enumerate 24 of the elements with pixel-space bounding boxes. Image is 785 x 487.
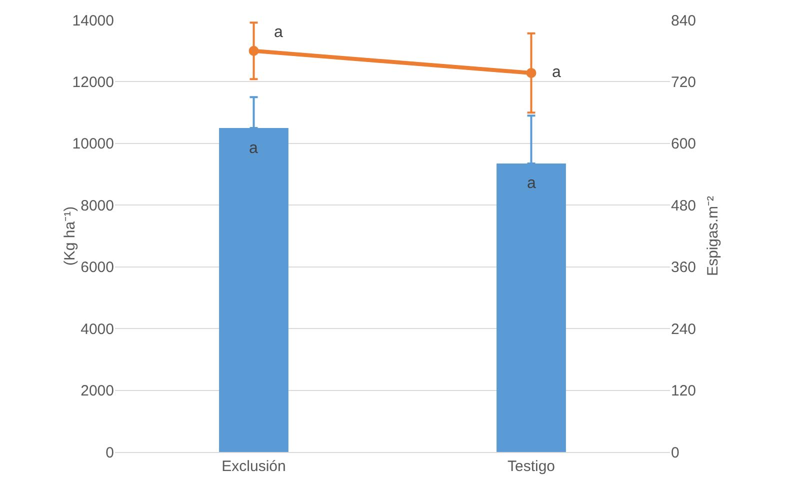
annotation: a bbox=[527, 175, 536, 192]
y-tick-label: 4000 bbox=[80, 320, 114, 338]
y-tick-label: 12000 bbox=[72, 74, 114, 91]
y2-axis-title: Espigas.m⁻² bbox=[704, 196, 722, 276]
y2-tick-label: 360 bbox=[671, 259, 696, 276]
y2-tick-label: 720 bbox=[671, 74, 696, 91]
x-tick-label: Testigo bbox=[507, 458, 556, 475]
y-tick-label: 0 bbox=[106, 444, 114, 462]
y-tick-label: 6000 bbox=[80, 259, 114, 276]
y2-tick-label: 600 bbox=[671, 136, 696, 153]
y-tick-label: 10000 bbox=[72, 136, 114, 153]
y-tick-label: 8000 bbox=[80, 197, 114, 214]
y-axis-title: (Kg ha⁻¹) bbox=[62, 206, 79, 266]
y2-tick-label: 840 bbox=[671, 12, 696, 30]
x-tick-label: Exclusión bbox=[222, 458, 286, 475]
y-tick-label: 14000 bbox=[72, 12, 114, 30]
annotation: a bbox=[249, 140, 258, 157]
annotation: a bbox=[274, 24, 283, 41]
y2-tick-label: 480 bbox=[671, 197, 696, 214]
y2-tick-label: 0 bbox=[671, 444, 680, 462]
y2-tick-label: 120 bbox=[671, 382, 696, 400]
y-tick-label: 2000 bbox=[80, 382, 114, 400]
annotation: a bbox=[552, 64, 561, 81]
y2-tick-label: 240 bbox=[671, 320, 696, 338]
